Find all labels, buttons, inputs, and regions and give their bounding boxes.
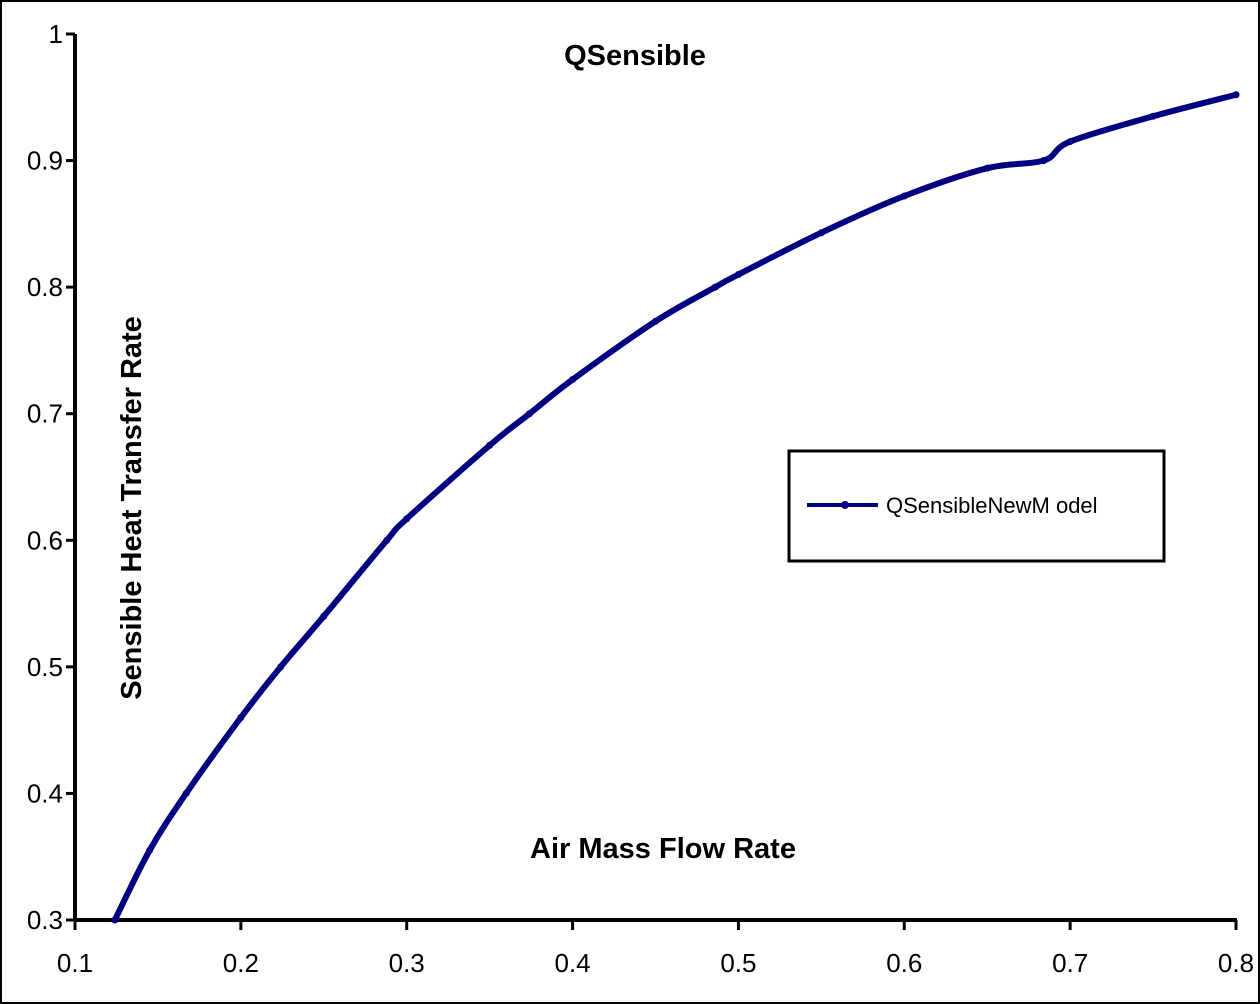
data-point [900,192,908,200]
data-point [146,846,154,854]
chart-title: QSensible [564,40,706,72]
y-tick-label: 0.6 [27,525,63,555]
y-tick-label: 1 [49,19,63,49]
data-point [237,713,245,721]
data-point [652,317,659,325]
y-axis-label: Sensible Heat Transfer Rate [116,316,148,700]
data-point [403,515,411,523]
data-point [383,536,391,544]
y-tick-label: 0.9 [27,146,63,176]
data-point [486,441,494,449]
x-tick-label: 0.1 [57,948,93,978]
data-point [1040,157,1048,165]
data-point [711,283,719,291]
x-tick-label: 0.4 [554,948,590,978]
series-line [111,91,1239,923]
data-point [569,376,577,384]
legend: QSensibleNewM odel [787,449,1166,563]
series [111,91,1240,924]
x-tick-label: 0.5 [720,948,756,978]
legend-label: QSensibleNewM odel [886,493,1098,518]
data-point [111,916,119,924]
x-tick-label: 0.7 [1052,948,1088,978]
y-tick-label: 0.7 [27,399,63,429]
data-point [734,270,742,278]
data-point [525,410,533,418]
axes [73,34,1237,922]
data-point [320,612,328,620]
data-point [817,229,825,237]
y-tick-label: 0.4 [27,778,63,808]
y-tick-label: 0.8 [27,272,63,302]
x-tick-label: 0.3 [389,948,425,978]
x-tick-label: 0.8 [1218,948,1254,978]
data-point [1066,138,1074,146]
y-tick-label: 0.5 [27,652,63,682]
x-tick-label: 0.6 [886,948,922,978]
data-point [983,164,991,172]
y-tick-label: 0.3 [27,905,63,935]
data-point [277,663,285,671]
x-axis-label: Air Mass Flow Rate [530,833,796,865]
ticks: 0.3 0.4 0.5 0.6 0.7 0.8 0.9 1 0.1 0.2 0.3 0.4 0.5 0.6… [27,19,1254,978]
data-point [1149,112,1157,120]
legend-marker [841,501,849,509]
data-point [1232,91,1240,99]
x-tick-label: 0.2 [223,948,259,978]
data-point [182,789,190,797]
